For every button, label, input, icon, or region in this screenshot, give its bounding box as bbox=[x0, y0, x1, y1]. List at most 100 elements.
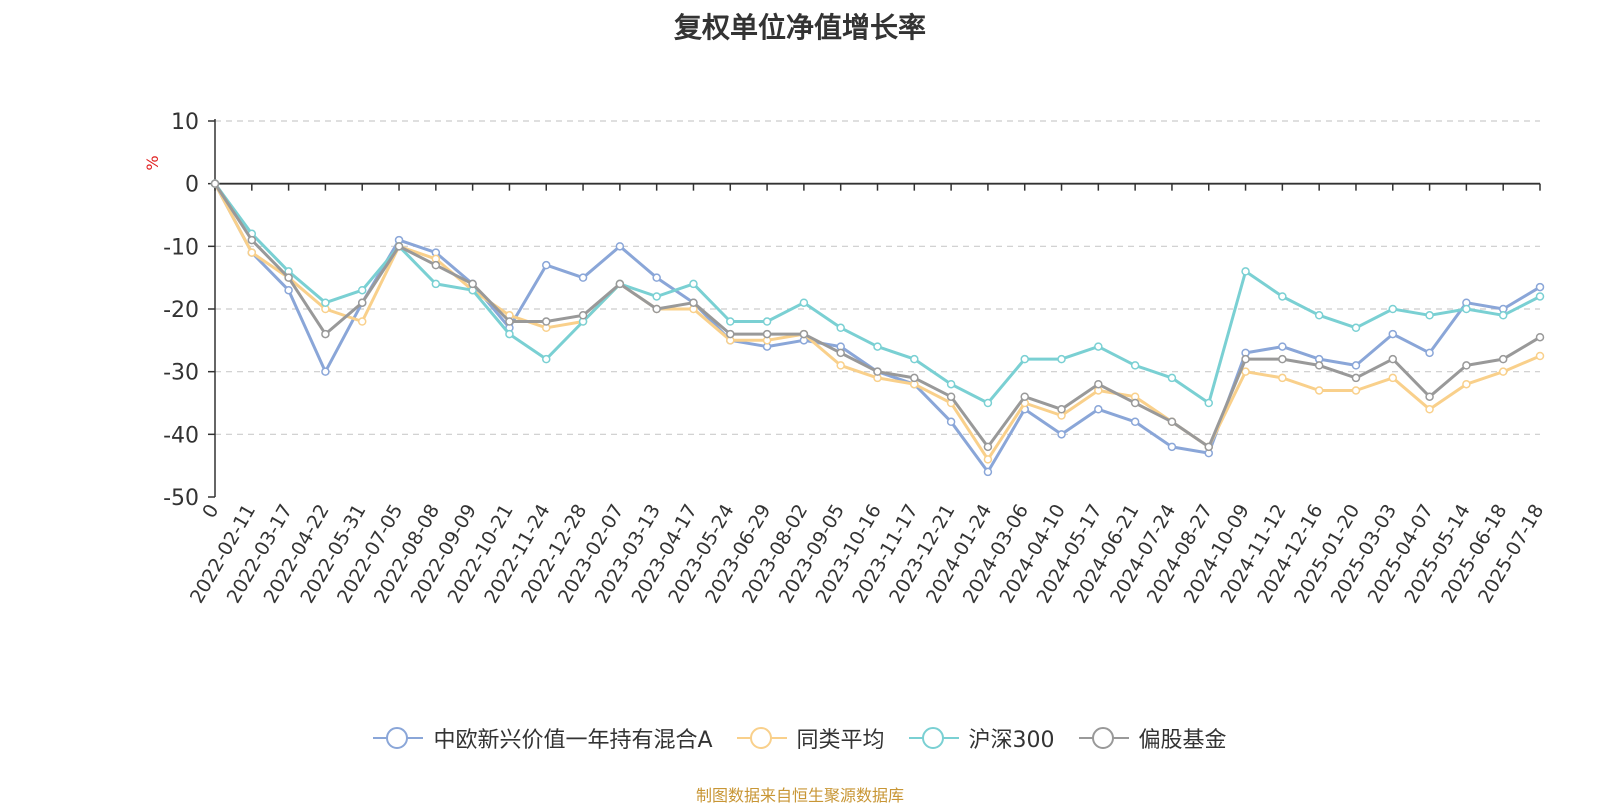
data-point[interactable] bbox=[357, 317, 367, 326]
data-point[interactable] bbox=[652, 273, 661, 282]
legend-item[interactable]: 沪深300 bbox=[908, 722, 1055, 754]
data-point[interactable] bbox=[578, 311, 588, 320]
data-point[interactable] bbox=[1314, 386, 1324, 395]
data-point[interactable] bbox=[946, 392, 956, 401]
data-point[interactable] bbox=[946, 379, 956, 389]
data-point[interactable] bbox=[946, 417, 956, 427]
data-point[interactable] bbox=[1351, 361, 1361, 370]
data-point[interactable] bbox=[1057, 354, 1066, 364]
data-point[interactable] bbox=[321, 298, 330, 307]
legend-item[interactable]: 中欧新兴价值一年持有混合A bbox=[373, 722, 713, 754]
data-point[interactable] bbox=[1498, 311, 1508, 320]
data-point[interactable] bbox=[1278, 342, 1287, 351]
data-point[interactable] bbox=[210, 179, 220, 188]
data-point[interactable] bbox=[357, 298, 367, 307]
data-point[interactable] bbox=[1498, 367, 1508, 376]
data-point[interactable] bbox=[1278, 354, 1287, 364]
data-point[interactable] bbox=[1462, 361, 1471, 370]
data-point[interactable] bbox=[247, 248, 257, 257]
data-point[interactable] bbox=[1241, 354, 1250, 364]
data-point[interactable] bbox=[468, 279, 477, 289]
data-point[interactable] bbox=[1094, 379, 1103, 389]
data-point[interactable] bbox=[321, 367, 330, 376]
data-point[interactable] bbox=[836, 361, 845, 370]
data-point[interactable] bbox=[873, 367, 882, 376]
data-point[interactable] bbox=[1462, 379, 1471, 389]
data-point[interactable] bbox=[1057, 430, 1066, 439]
data-point[interactable] bbox=[284, 285, 293, 295]
data-point[interactable] bbox=[321, 329, 330, 339]
data-point[interactable] bbox=[1094, 405, 1103, 414]
data-point[interactable] bbox=[1425, 311, 1434, 320]
data-point[interactable] bbox=[615, 242, 625, 251]
data-point[interactable] bbox=[726, 329, 735, 339]
data-point[interactable] bbox=[1241, 267, 1250, 276]
data-point[interactable] bbox=[652, 292, 661, 301]
data-point[interactable] bbox=[983, 455, 993, 464]
data-point[interactable] bbox=[431, 279, 441, 289]
data-point[interactable] bbox=[983, 442, 993, 452]
data-point[interactable] bbox=[247, 235, 257, 245]
data-point[interactable] bbox=[1388, 373, 1398, 383]
data-point[interactable] bbox=[836, 348, 845, 358]
data-point[interactable] bbox=[799, 298, 809, 307]
data-point[interactable] bbox=[1425, 392, 1434, 401]
data-point[interactable] bbox=[284, 273, 293, 282]
data-point[interactable] bbox=[542, 354, 551, 364]
data-point[interactable] bbox=[1057, 405, 1066, 414]
data-point[interactable] bbox=[1130, 361, 1140, 370]
data-point[interactable] bbox=[689, 279, 698, 289]
data-point[interactable] bbox=[910, 354, 919, 364]
data-point[interactable] bbox=[873, 342, 882, 351]
data-point[interactable] bbox=[762, 329, 772, 339]
data-point[interactable] bbox=[1425, 405, 1434, 414]
data-point[interactable] bbox=[1167, 442, 1177, 452]
data-point[interactable] bbox=[542, 260, 551, 270]
data-point[interactable] bbox=[1351, 386, 1361, 395]
data-point[interactable] bbox=[505, 329, 514, 339]
data-point[interactable] bbox=[1130, 398, 1140, 408]
data-point[interactable] bbox=[1020, 354, 1029, 364]
data-point[interactable] bbox=[1351, 323, 1361, 333]
data-point[interactable] bbox=[1167, 373, 1177, 383]
data-point[interactable] bbox=[1535, 282, 1545, 292]
data-point[interactable] bbox=[983, 398, 993, 408]
data-point[interactable] bbox=[689, 298, 698, 307]
data-point[interactable] bbox=[394, 242, 404, 251]
data-point[interactable] bbox=[1535, 332, 1545, 342]
data-point[interactable] bbox=[1462, 304, 1471, 314]
data-point[interactable] bbox=[357, 285, 367, 295]
data-point[interactable] bbox=[1314, 311, 1324, 320]
data-point[interactable] bbox=[983, 467, 993, 477]
data-point[interactable] bbox=[799, 329, 809, 339]
data-point[interactable] bbox=[1204, 398, 1213, 408]
data-point[interactable] bbox=[910, 373, 919, 383]
data-point[interactable] bbox=[1388, 354, 1398, 364]
data-point[interactable] bbox=[1278, 373, 1287, 383]
data-point[interactable] bbox=[1167, 417, 1177, 427]
data-point[interactable] bbox=[1388, 329, 1398, 339]
data-point[interactable] bbox=[1425, 348, 1434, 358]
data-point[interactable] bbox=[1535, 351, 1545, 361]
legend-item[interactable]: 同类平均 bbox=[736, 722, 885, 754]
data-point[interactable] bbox=[1535, 292, 1545, 301]
data-point[interactable] bbox=[726, 317, 735, 326]
data-point[interactable] bbox=[578, 273, 588, 282]
data-point[interactable] bbox=[1094, 342, 1103, 351]
data-point[interactable] bbox=[1241, 367, 1250, 376]
data-point[interactable] bbox=[652, 304, 661, 314]
data-point[interactable] bbox=[1388, 304, 1398, 314]
data-point[interactable] bbox=[615, 279, 625, 289]
data-point[interactable] bbox=[1278, 292, 1287, 301]
data-point[interactable] bbox=[762, 317, 772, 326]
data-point[interactable] bbox=[1498, 354, 1508, 364]
data-point[interactable] bbox=[1314, 361, 1324, 370]
data-point[interactable] bbox=[1351, 373, 1361, 383]
legend-item[interactable]: 偏股基金 bbox=[1078, 722, 1227, 754]
data-point[interactable] bbox=[1130, 417, 1140, 427]
data-point[interactable] bbox=[505, 317, 514, 326]
data-point[interactable] bbox=[431, 260, 441, 270]
data-point[interactable] bbox=[836, 323, 845, 333]
data-point[interactable] bbox=[542, 317, 551, 326]
data-point[interactable] bbox=[1204, 442, 1213, 452]
